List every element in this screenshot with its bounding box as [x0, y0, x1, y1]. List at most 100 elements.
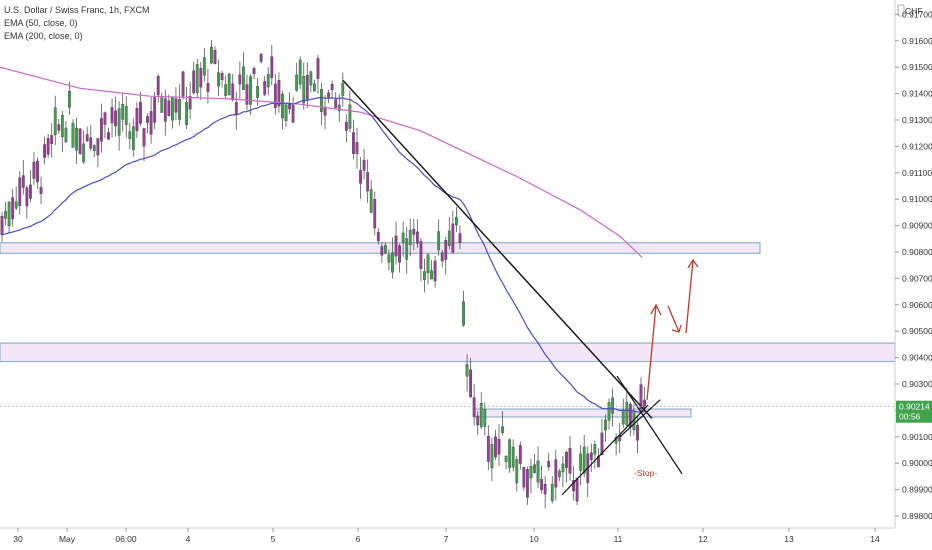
y-tick-label: 0.90800	[902, 247, 932, 257]
candle-body	[462, 301, 465, 326]
legend-symbol: U.S. Dollar / Swiss Franc, 1h, FXCM	[4, 5, 150, 15]
x-tick-label: 12	[698, 534, 708, 544]
candle-body	[398, 245, 401, 263]
arrow-up-2	[685, 259, 694, 334]
candle-body	[107, 132, 110, 140]
candle-body	[433, 260, 437, 282]
candle-body	[18, 177, 22, 206]
candle-body	[611, 397, 615, 414]
lower-zone	[473, 408, 692, 418]
candle-body	[515, 459, 519, 484]
candle-body	[185, 101, 188, 125]
candle-body	[348, 104, 352, 129]
candle-body	[188, 95, 192, 110]
candle-body	[522, 466, 526, 488]
candle-body	[53, 107, 57, 136]
candle-body	[458, 233, 462, 243]
candle-body	[604, 419, 607, 431]
candle-body	[4, 211, 7, 219]
candle-body	[305, 74, 309, 100]
y-tick-label: 0.90300	[902, 379, 932, 389]
candle-body	[21, 175, 25, 188]
currency-badge: CHF	[905, 6, 922, 16]
y-tick-label: 0.91400	[902, 89, 932, 99]
candle-body	[593, 444, 597, 455]
candle-body	[121, 104, 125, 120]
candle-body	[142, 128, 146, 147]
x-tick-label: 14	[870, 534, 880, 544]
candle-body	[320, 89, 323, 112]
candle-body	[465, 364, 469, 377]
candle-body	[220, 73, 224, 81]
y-tick-label: 0.91100	[902, 168, 932, 178]
candle-body	[181, 71, 185, 97]
candle-body	[238, 74, 242, 85]
y-tick-label: 0.91700	[902, 9, 932, 19]
candle-body	[167, 100, 171, 116]
candle-body	[344, 121, 348, 131]
candle-body	[43, 144, 47, 158]
candle-body	[568, 448, 572, 474]
candle-body	[217, 72, 220, 87]
stop-annotation: -Stop-	[634, 468, 657, 478]
candle-body	[263, 81, 267, 95]
chart-legend: U.S. Dollar / Swiss Franc, 1h, FXCM EMA …	[4, 4, 150, 43]
legend-ema200: EMA (200, close, 0)	[4, 31, 83, 41]
candle-body	[369, 189, 373, 213]
candle-body	[178, 99, 181, 120]
candle-body	[146, 116, 149, 123]
arrow-up-1	[646, 304, 657, 401]
ema50-line	[1, 96, 645, 413]
candle-body	[334, 99, 338, 108]
candle-body	[50, 135, 54, 145]
candle-body	[227, 73, 231, 96]
candle-body	[362, 159, 366, 171]
candle-body	[639, 384, 643, 410]
candle-body	[85, 134, 89, 142]
candle-body	[202, 57, 206, 76]
candle-body	[210, 46, 213, 64]
candle-body	[511, 446, 515, 468]
candle-body	[451, 223, 455, 253]
candle-body	[323, 106, 327, 116]
ema200-line	[0, 66, 643, 258]
candle-body	[71, 123, 75, 148]
x-tick-label: 7	[444, 534, 449, 544]
candle-body	[550, 483, 554, 501]
main-downtrend-line	[342, 79, 653, 419]
candle-body	[394, 235, 398, 257]
candle-body	[540, 479, 544, 491]
candle-body	[32, 161, 36, 179]
candle-body	[494, 436, 497, 458]
candle-body	[476, 415, 480, 426]
candle-body	[472, 397, 476, 417]
candle-body	[259, 53, 263, 62]
x-tick-label: 6	[356, 534, 361, 544]
candle-body	[270, 56, 274, 79]
candle-body	[401, 232, 405, 244]
candle-body	[529, 466, 533, 479]
candle-body	[298, 59, 302, 85]
candle-body	[557, 470, 561, 478]
price-label-value: 0.90214	[899, 402, 930, 412]
candle-body	[504, 455, 508, 462]
candle-body	[0, 216, 4, 236]
candle-body	[213, 50, 217, 64]
candle-body	[533, 464, 536, 473]
x-tick-label: 06:00	[115, 534, 137, 544]
candle-body	[139, 102, 142, 124]
candle-body	[153, 97, 157, 123]
candle-body	[337, 104, 341, 112]
candle-body	[277, 80, 281, 107]
y-tick-label: 0.90100	[902, 432, 932, 442]
candle-body	[391, 252, 394, 273]
x-tick-label: May	[59, 534, 76, 544]
candle-body	[575, 477, 579, 502]
triangle-upper-right	[619, 399, 661, 438]
y-tick-label: 0.90700	[902, 273, 932, 283]
candle-body	[565, 452, 568, 468]
price-label-bg	[896, 400, 932, 423]
candle-body	[110, 107, 114, 124]
candle-body	[508, 439, 512, 468]
